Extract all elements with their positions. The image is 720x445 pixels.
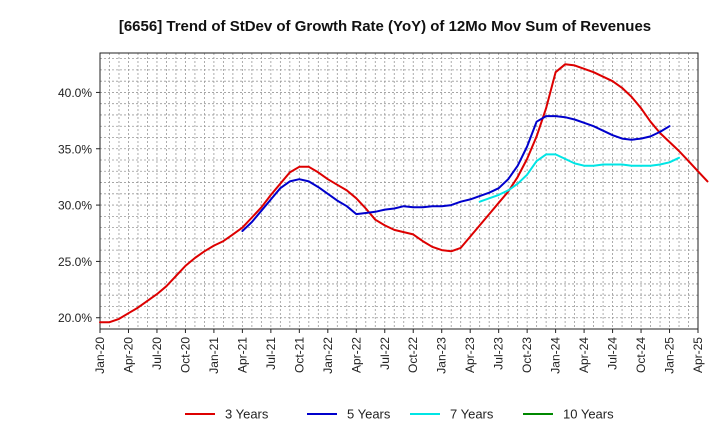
y-tick-label: 25.0% <box>58 255 92 269</box>
x-tick-label: Jan-22 <box>321 337 335 374</box>
legend-label-10-years: 10 Years <box>563 407 614 422</box>
x-tick-label: Jan-20 <box>93 337 107 374</box>
x-tick-label: Apr-20 <box>121 337 135 373</box>
x-axis: Jan-20 Apr-20 Jul-20 Oct-20 Jan-21 Apr-21 Jul-… <box>93 329 705 374</box>
x-tick-label: Apr-21 <box>235 337 249 373</box>
x-tick-label: Jul-20 <box>150 337 164 370</box>
y-axis: 20.0% 25.0% 30.0% 35.0% 40.0% <box>58 86 100 325</box>
x-tick-label: Apr-23 <box>463 337 477 373</box>
y-tick-label: 20.0% <box>58 311 92 325</box>
x-tick-label: Jul-23 <box>492 337 506 370</box>
grid-lines <box>100 53 698 329</box>
x-tick-label: Oct-23 <box>520 337 534 373</box>
x-tick-label: Oct-21 <box>292 337 306 373</box>
series-line-5-years <box>241 115 671 232</box>
x-tick-label: Jul-24 <box>606 337 620 370</box>
x-tick-label: Oct-24 <box>634 337 648 373</box>
x-tick-label: Apr-24 <box>577 337 591 373</box>
series-line-3-years <box>99 63 709 324</box>
y-tick-label: 30.0% <box>58 199 92 213</box>
legend-label-3-years: 3 Years <box>225 407 269 422</box>
legend-label-5-years: 5 Years <box>347 407 391 422</box>
y-tick-label: 40.0% <box>58 86 92 100</box>
x-tick-label: Jan-21 <box>207 337 221 374</box>
legend-label-7-years: 7 Years <box>450 407 494 422</box>
series-lines <box>99 63 709 324</box>
x-tick-label: Oct-20 <box>178 337 192 373</box>
x-tick-label: Apr-25 <box>691 337 705 373</box>
x-tick-label: Jul-22 <box>378 337 392 370</box>
legend: 3 Years 5 Years 7 Years 10 Years <box>185 407 614 422</box>
series-line-7-years <box>478 153 680 203</box>
x-tick-label: Jan-23 <box>435 337 449 374</box>
x-tick-label: Apr-22 <box>349 337 363 373</box>
x-tick-label: Jul-21 <box>264 337 278 370</box>
chart-title: [6656] Trend of StDev of Growth Rate (Yo… <box>119 18 651 35</box>
x-tick-label: Jan-24 <box>549 337 563 374</box>
x-tick-label: Jan-25 <box>663 337 677 374</box>
y-tick-label: 35.0% <box>58 142 92 156</box>
x-tick-label: Oct-22 <box>406 337 420 373</box>
plot-area <box>99 52 699 330</box>
